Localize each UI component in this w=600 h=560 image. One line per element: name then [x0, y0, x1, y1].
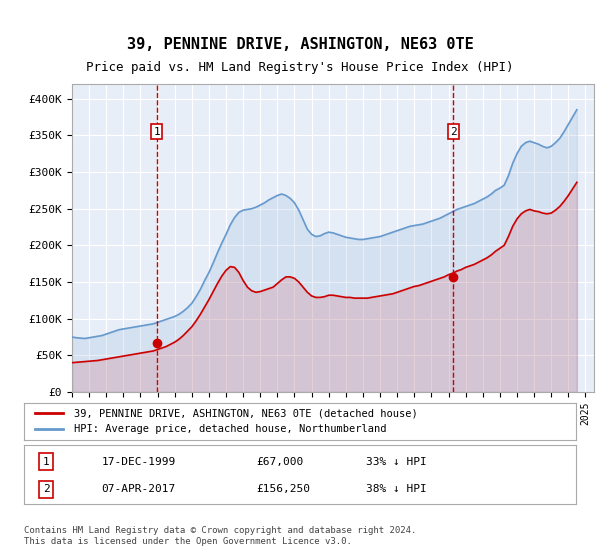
Text: £156,250: £156,250	[256, 484, 310, 494]
Text: 1: 1	[154, 127, 160, 137]
Text: HPI: Average price, detached house, Northumberland: HPI: Average price, detached house, Nort…	[74, 424, 386, 435]
Text: £67,000: £67,000	[256, 456, 303, 466]
Text: 2: 2	[450, 127, 457, 137]
Text: Contains HM Land Registry data © Crown copyright and database right 2024.
This d: Contains HM Land Registry data © Crown c…	[24, 526, 416, 546]
Text: Price paid vs. HM Land Registry's House Price Index (HPI): Price paid vs. HM Land Registry's House …	[86, 60, 514, 74]
Text: 07-APR-2017: 07-APR-2017	[101, 484, 176, 494]
Text: 38% ↓ HPI: 38% ↓ HPI	[366, 484, 427, 494]
Text: 39, PENNINE DRIVE, ASHINGTON, NE63 0TE (detached house): 39, PENNINE DRIVE, ASHINGTON, NE63 0TE (…	[74, 408, 418, 418]
Text: 2: 2	[43, 484, 49, 494]
Text: 39, PENNINE DRIVE, ASHINGTON, NE63 0TE: 39, PENNINE DRIVE, ASHINGTON, NE63 0TE	[127, 38, 473, 52]
Text: 17-DEC-1999: 17-DEC-1999	[101, 456, 176, 466]
Text: 1: 1	[43, 456, 49, 466]
Text: 33% ↓ HPI: 33% ↓ HPI	[366, 456, 427, 466]
